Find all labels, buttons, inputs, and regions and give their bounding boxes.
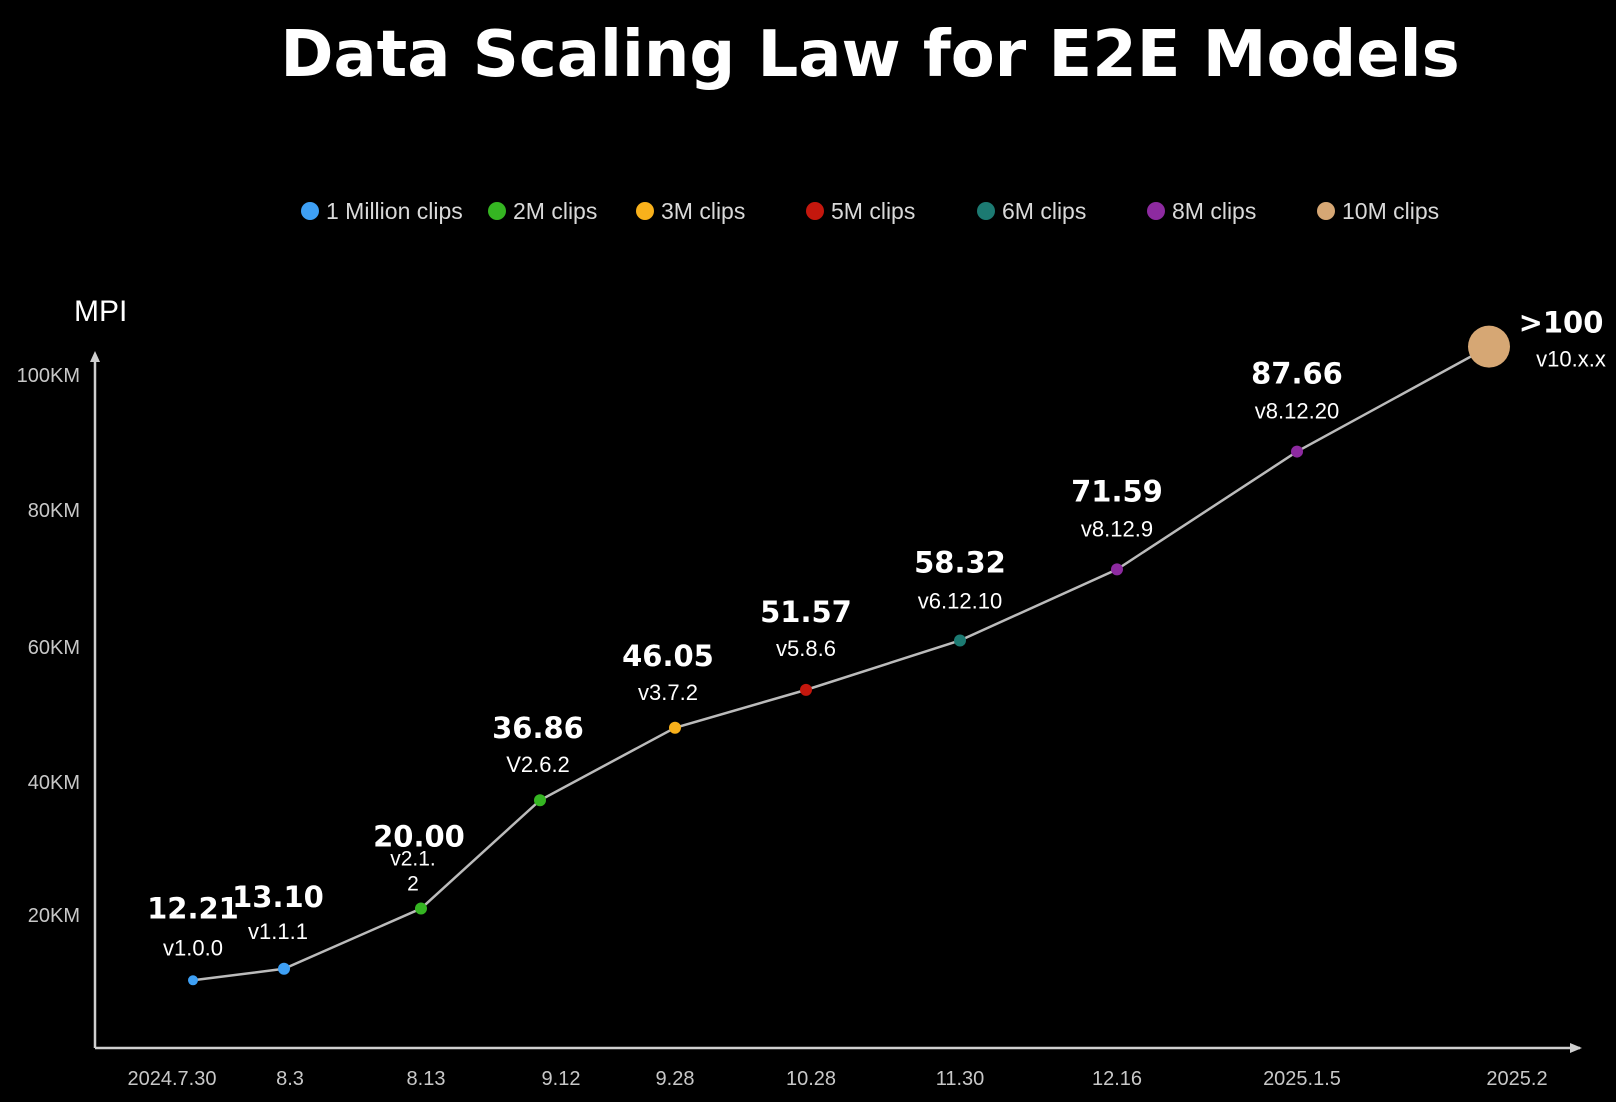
legend-label: 2M clips: [513, 198, 597, 224]
data-point: [669, 721, 681, 734]
data-version-label: v3.7.2: [638, 680, 698, 705]
data-point: [800, 683, 812, 696]
legend-swatch: [806, 202, 824, 220]
x-tick-label: 2025.2: [1486, 1068, 1547, 1090]
data-point: [278, 962, 290, 975]
data-value-label: 87.66: [1251, 357, 1343, 391]
data-point: [415, 902, 427, 915]
legend-label: 6M clips: [1002, 198, 1086, 224]
series-line: [192, 345, 1490, 982]
data-point: [1468, 325, 1510, 368]
y-tick-labels: 20KM 40KM 60KM 80KM 100KM: [17, 365, 80, 927]
y-axis-label: MPI: [74, 295, 127, 328]
legend-label: 3M clips: [661, 198, 745, 224]
data-value-label: 51.57: [760, 595, 852, 629]
series-polyline: [192, 345, 1490, 982]
data-points: [188, 325, 1510, 986]
x-tick-label: 9.12: [542, 1068, 581, 1090]
legend-swatch: [1147, 202, 1165, 220]
legend-label: 1 Million clips: [326, 198, 463, 224]
data-point: [188, 975, 198, 986]
legend-swatch: [1317, 202, 1335, 220]
data-point: [1291, 445, 1303, 458]
x-tick-label: 11.30: [936, 1068, 985, 1090]
y-tick-label: 40KM: [28, 772, 80, 794]
x-axis-arrow: [1570, 1043, 1582, 1053]
data-value-label: 20.00: [373, 820, 465, 854]
data-point: [1111, 563, 1123, 576]
data-version-label: v8.12.20: [1255, 399, 1339, 424]
legend-swatch: [488, 202, 506, 220]
x-tick-label: 8.13: [407, 1068, 446, 1090]
legend-swatch: [636, 202, 654, 220]
axes: [90, 351, 1582, 1053]
legend: 1 Million clips 2M clips 3M clips 5M clips 6…: [301, 198, 1439, 224]
data-version-label: 2: [407, 873, 419, 896]
y-axis-arrow: [90, 351, 100, 362]
x-tick-label: 9.28: [656, 1068, 695, 1090]
legend-swatch: [301, 202, 319, 220]
y-tick-label: 80KM: [28, 500, 80, 522]
data-version-label: V2.6.2: [506, 752, 570, 777]
x-tick-labels: 2024.7.30 8.3 8.13 9.12 9.28 10.28 11.30 12.16 2…: [128, 1068, 1548, 1090]
x-tick-label: 8.3: [276, 1068, 304, 1090]
legend-label: 10M clips: [1342, 198, 1439, 224]
data-value-label: 13.10: [232, 880, 324, 914]
data-value-label: 71.59: [1071, 474, 1163, 508]
data-version-label: v2.1.: [390, 848, 436, 871]
x-tick-label: 2025.1.5: [1263, 1068, 1341, 1090]
data-version-label: v1.0.0: [163, 935, 223, 960]
data-version-label: v1.1.1: [248, 919, 308, 944]
x-tick-label: 10.28: [786, 1068, 836, 1090]
data-version-label: v5.8.6: [776, 636, 836, 661]
x-tick-label: 12.16: [1092, 1068, 1142, 1090]
data-value-label: >100: [1519, 306, 1604, 340]
data-value-label: 36.86: [492, 711, 584, 745]
x-tick-label: 2024.7.30: [128, 1068, 217, 1090]
legend-label: 5M clips: [831, 198, 915, 224]
data-value-label: 46.05: [622, 639, 714, 673]
chart-title: Data Scaling Law for E2E Models: [280, 18, 1459, 92]
y-tick-label: 20KM: [28, 905, 80, 927]
data-point: [534, 794, 546, 807]
y-tick-label: 60KM: [28, 637, 80, 659]
y-tick-label: 100KM: [17, 365, 80, 387]
data-value-label: 58.32: [914, 545, 1006, 579]
data-version-label: v6.12.10: [918, 588, 1002, 613]
legend-swatch: [977, 202, 995, 220]
data-point: [954, 634, 966, 647]
data-version-label: v8.12.9: [1081, 516, 1153, 541]
data-value-label: 12.21: [147, 891, 239, 925]
legend-label: 8M clips: [1172, 198, 1256, 224]
data-version-label: v10.x.x: [1536, 347, 1606, 372]
